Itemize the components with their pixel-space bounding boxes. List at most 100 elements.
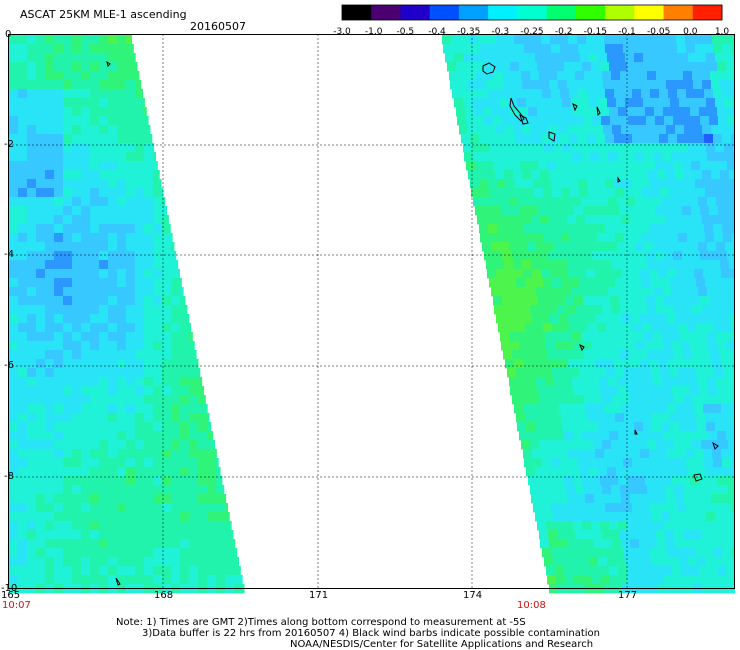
wind-cell <box>692 485 702 495</box>
wind-cell <box>569 503 579 513</box>
wind-cell <box>144 125 151 135</box>
wind-cell <box>682 161 692 171</box>
wind-cell <box>9 44 19 54</box>
wind-cell <box>539 350 549 360</box>
wind-cell <box>720 170 730 180</box>
wind-cell <box>27 170 37 180</box>
wind-cell <box>99 197 109 207</box>
wind-cell <box>576 80 586 90</box>
wind-cell <box>558 539 568 549</box>
wind-cell <box>650 548 660 558</box>
wind-cell <box>153 404 163 414</box>
wind-cell <box>657 539 667 549</box>
wind-cell <box>531 170 541 180</box>
wind-cell <box>610 116 620 126</box>
wind-cell <box>63 431 73 441</box>
colorbar-frame <box>341 4 723 21</box>
wind-cell <box>90 530 100 540</box>
wind-cell <box>108 98 118 108</box>
wind-cell <box>9 503 19 513</box>
wind-cell <box>482 197 492 207</box>
wind-cell <box>692 350 702 360</box>
wind-cell <box>225 512 230 522</box>
wind-cell <box>616 98 626 108</box>
wind-cell <box>684 170 694 180</box>
wind-cell <box>600 566 610 576</box>
wind-cell <box>90 188 100 198</box>
wind-cell <box>490 143 500 153</box>
wind-cell <box>153 278 163 288</box>
wind-cell <box>546 521 556 531</box>
wind-cell <box>162 395 172 405</box>
wind-cell <box>63 476 73 486</box>
wind-cell <box>536 197 546 207</box>
wind-cell <box>714 233 724 243</box>
wind-cell <box>626 152 636 162</box>
wind-cell <box>679 53 689 63</box>
wind-cell <box>608 152 618 162</box>
wind-cell <box>725 287 735 297</box>
colorbar: -3.0 -1.0 -0.5 -0.4 -0.35 -0.3 -0.25 -0.2 -0.15-… <box>333 4 729 37</box>
wind-cell <box>713 503 723 513</box>
wind-cell <box>654 521 664 531</box>
wind-cell <box>632 503 642 513</box>
wind-cell <box>135 350 145 360</box>
wind-cell <box>646 161 656 171</box>
wind-cell <box>729 80 735 90</box>
wind-cell <box>729 260 735 270</box>
wind-cell <box>207 431 214 441</box>
wind-cell <box>575 485 585 495</box>
island-outline <box>106 60 111 67</box>
wind-cell <box>18 305 28 315</box>
wind-cell <box>36 512 46 522</box>
wind-cell <box>516 188 526 198</box>
wind-cell <box>551 548 561 558</box>
wind-cell <box>90 359 100 369</box>
wind-cell <box>687 413 697 423</box>
wind-cell <box>180 323 190 333</box>
wind-cell <box>609 386 619 396</box>
wind-cell <box>584 395 594 405</box>
wind-cell <box>499 53 509 63</box>
wind-cell <box>602 485 612 495</box>
wind-cell <box>63 548 73 558</box>
wind-cell <box>619 161 629 171</box>
wind-cell <box>571 98 581 108</box>
wind-cell <box>546 476 556 486</box>
wind-cell <box>81 206 91 216</box>
wind-cell <box>36 476 46 486</box>
wind-cell <box>117 332 127 342</box>
wind-cell <box>666 170 676 180</box>
wind-cell <box>616 512 626 522</box>
wind-cell <box>545 242 555 252</box>
wind-cell <box>606 323 616 333</box>
wind-cell <box>523 404 533 414</box>
wind-cell <box>9 476 19 486</box>
wind-cell <box>135 566 145 576</box>
wind-cell <box>604 359 614 369</box>
wind-cell <box>600 386 610 396</box>
wind-cell <box>519 431 529 441</box>
wind-cell <box>144 170 154 180</box>
wind-cell <box>555 476 565 486</box>
wind-cell <box>126 278 136 288</box>
wind-cell <box>612 80 622 90</box>
wind-cell <box>18 125 28 135</box>
wind-cell <box>535 53 545 63</box>
wind-cell <box>677 224 687 234</box>
colorbar-swatches <box>341 4 723 21</box>
wind-cell <box>117 359 127 369</box>
wind-cell <box>637 206 647 216</box>
wind-cell <box>509 287 519 297</box>
wind-cell <box>18 134 28 144</box>
wind-cell <box>18 179 28 189</box>
wind-cell <box>81 395 91 405</box>
wind-cell <box>171 512 181 522</box>
wind-cell <box>90 539 100 549</box>
wind-cell <box>54 449 64 459</box>
wind-cell <box>675 125 685 135</box>
wind-cell <box>216 530 226 540</box>
wind-cell <box>502 251 512 261</box>
wind-cell <box>117 80 127 90</box>
wind-cell <box>614 503 624 513</box>
